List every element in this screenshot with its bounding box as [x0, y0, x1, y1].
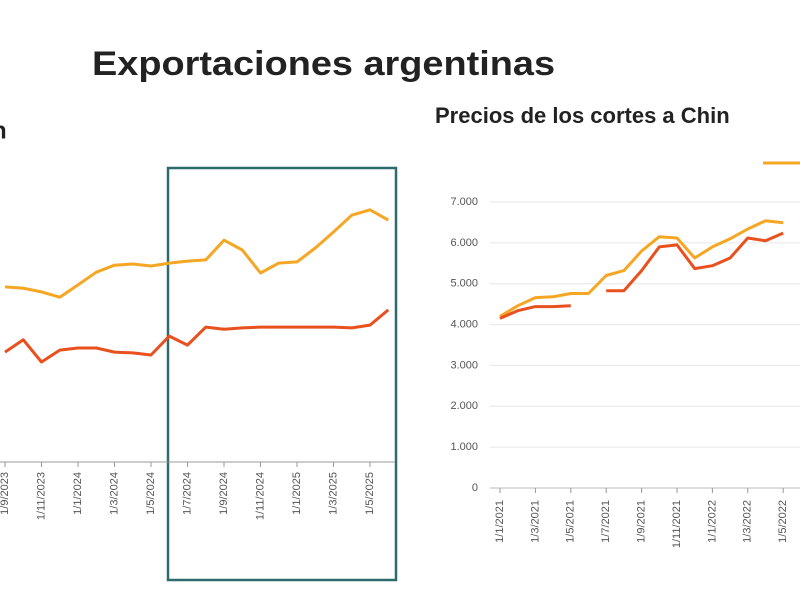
x-tick-label: 1/11/2024 — [254, 472, 266, 520]
x-tick-label: 1/9/2024 — [218, 472, 230, 515]
x-tick-label: 1/5/2024 — [145, 472, 157, 515]
y-tick-label: 5.000 — [450, 278, 478, 290]
x-tick-label: 1/11/2021 — [671, 500, 683, 548]
x-tick-label: 1/3/2022 — [742, 500, 754, 543]
x-tick-label: 1/3/2021 — [529, 500, 541, 543]
y-tick-label: 2.000 — [450, 400, 478, 412]
x-tick-label: 1/7/2024 — [181, 472, 193, 515]
y-tick-label: 4.000 — [450, 318, 478, 330]
highlight-box — [166, 166, 398, 582]
x-tick-label: 1/7/2021 — [600, 500, 612, 543]
series-line — [4, 308, 390, 364]
page-title: Exportaciones argentinas — [92, 45, 555, 83]
x-tick-label: 1/9/2021 — [636, 500, 648, 543]
x-tick-label: 1/1/2022 — [706, 500, 718, 543]
series-line — [499, 231, 784, 320]
series-line — [4, 208, 390, 299]
y-tick-label: 0 — [472, 482, 478, 494]
x-tick-label: 1/5/2025 — [364, 472, 376, 515]
x-tick-label: 1/1/2024 — [72, 472, 84, 515]
x-tick-label: 1/5/2022 — [777, 500, 789, 543]
x-tick-label: 1/5/2021 — [565, 500, 577, 543]
x-tick-label: 1/1/2025 — [291, 472, 303, 515]
x-tick-label: 1/1/2021 — [494, 500, 506, 543]
y-tick-label: 1.000 — [450, 441, 478, 453]
x-tick-label: 1/3/2025 — [327, 472, 339, 515]
y-tick-label: 3.000 — [450, 359, 478, 371]
y-tick-label: 6.000 — [450, 237, 478, 249]
chart-title: Precios de los cortes a Chin — [435, 103, 730, 128]
chart-title: n — [0, 117, 7, 144]
x-tick-label: 1/9/2023 — [0, 472, 11, 515]
y-tick-label: 7.000 — [450, 196, 478, 208]
series-line — [499, 219, 784, 318]
x-tick-label: 1/3/2024 — [108, 472, 120, 515]
x-tick-label: 1/11/2023 — [35, 472, 47, 520]
